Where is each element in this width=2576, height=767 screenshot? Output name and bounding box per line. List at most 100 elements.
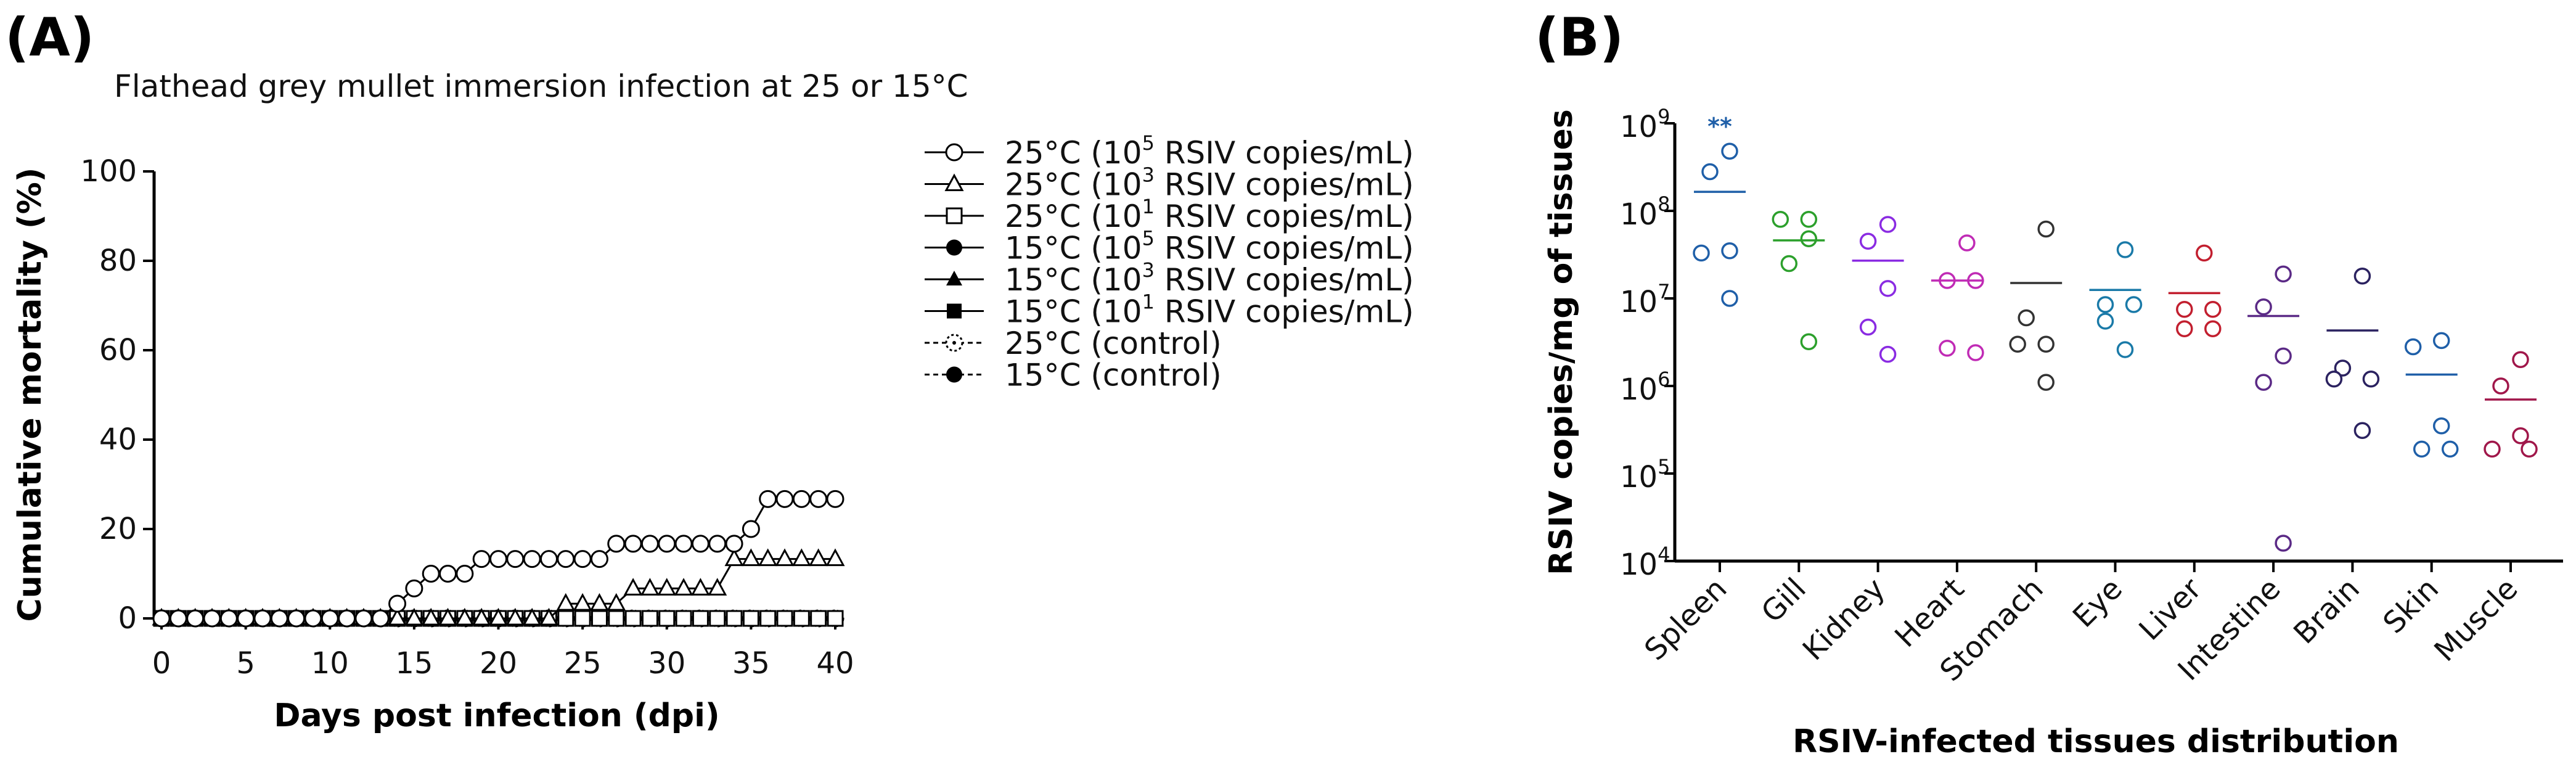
legend-label: 15°C (101 RSIV copies/mL) (1005, 290, 1414, 330)
data-point (203, 609, 221, 628)
y-tick-label: 60 (99, 333, 137, 367)
data-point (2196, 244, 2213, 262)
data-point (726, 610, 743, 627)
data-point (152, 609, 171, 628)
data-point (1800, 230, 1818, 248)
y-tick-label: 20 (99, 512, 137, 546)
data-point (810, 610, 827, 627)
x-tick-label: Brain (2287, 572, 2366, 651)
y-tick-label: 40 (99, 422, 137, 457)
data-point (1859, 232, 1877, 250)
x-tick-label: Eye (2066, 572, 2129, 634)
data-point (371, 609, 390, 628)
data-point (2037, 220, 2055, 238)
data-point (270, 609, 288, 628)
data-point (1780, 255, 1798, 273)
data-point (237, 609, 255, 628)
data-point (608, 610, 625, 627)
data-point (1693, 244, 1710, 262)
legend-marker (946, 239, 962, 256)
data-point (2037, 374, 2055, 391)
data-point (539, 550, 558, 568)
tissue-group-liver (2168, 244, 2222, 337)
x-tick-label: 5 (236, 646, 255, 681)
data-point (2125, 296, 2143, 313)
data-point (2096, 296, 2114, 313)
data-point (793, 610, 810, 627)
data-point (809, 490, 828, 508)
x-tick-label: 30 (648, 646, 685, 681)
data-point (2275, 347, 2292, 365)
data-point (169, 609, 187, 628)
data-point (557, 550, 575, 568)
data-point (641, 610, 658, 627)
legend-label: 25°C (control) (1005, 326, 1222, 361)
data-point (2413, 440, 2431, 458)
data-point (809, 549, 828, 567)
legend-marker (946, 366, 962, 383)
data-point (2353, 422, 2371, 439)
data-point (826, 490, 844, 508)
legend-item: 15°C (101 RSIV copies/mL) (925, 290, 1414, 330)
tissue-group-kidney (1852, 216, 1904, 363)
data-point (2255, 374, 2272, 391)
data-point (2362, 371, 2380, 388)
chart-a-x-title: Days post infection (dpi) (274, 697, 719, 734)
x-tick-label: Gill (1755, 572, 1813, 630)
data-point (2009, 335, 2026, 353)
data-point (405, 579, 423, 597)
data-point (2512, 427, 2529, 445)
chart-a-legend: 25°C (105 RSIV copies/mL)25°C (103 RSIV … (925, 131, 1414, 393)
data-point (691, 578, 709, 596)
x-tick-label: 35 (732, 646, 770, 681)
data-point (1879, 280, 1897, 297)
data-point (1958, 234, 1976, 252)
legend-marker (945, 334, 963, 352)
data-point (2432, 417, 2450, 435)
tissue-group-stomach (2009, 220, 2063, 391)
data-point (321, 609, 339, 628)
significance-annotation: ** (1707, 113, 1732, 140)
x-tick-label: Skin (2376, 572, 2445, 641)
data-point (607, 594, 626, 611)
legend-marker (945, 174, 963, 191)
data-point (2441, 440, 2459, 458)
data-point (1967, 344, 1984, 361)
y-tick-label: 107 (1620, 280, 1670, 319)
data-point (573, 550, 592, 568)
data-point (640, 535, 659, 553)
data-point (674, 535, 693, 553)
data-point (573, 594, 592, 611)
data-point (2404, 338, 2422, 356)
chart-a-y-title: Cumulative mortality (%) (12, 168, 49, 622)
data-point (775, 549, 794, 567)
data-point (624, 578, 642, 596)
legend-item: 25°C (105 RSIV copies/mL) (925, 131, 1414, 171)
data-point (2116, 341, 2134, 358)
y-tick-label: 109 (1620, 105, 1670, 144)
legend-label: 15°C (103 RSIV copies/mL) (1005, 258, 1414, 298)
data-point (2492, 377, 2509, 395)
data-point (439, 565, 457, 583)
data-point (827, 610, 844, 627)
data-point (759, 490, 777, 508)
chart-a-title: Flathead grey mullet immersion infection… (114, 68, 968, 104)
legend-item: 25°C (101 RSIV copies/mL) (925, 195, 1414, 234)
data-point (2432, 332, 2450, 350)
x-tick-label: Muscle (2427, 572, 2524, 668)
data-point (1721, 290, 1738, 307)
x-tick-label: Kidney (1796, 572, 1892, 667)
data-point (792, 549, 811, 567)
data-point (1721, 242, 1738, 260)
data-point (590, 550, 608, 568)
x-tick-label: 10 (311, 646, 349, 681)
data-point (590, 594, 608, 611)
data-point (1800, 333, 1818, 351)
tissue-group-spleen (1693, 142, 1746, 307)
data-point (2334, 359, 2352, 377)
data-point (2204, 300, 2222, 318)
data-point (658, 610, 676, 627)
data-point (708, 578, 727, 596)
y-tick-label: 108 (1620, 192, 1670, 232)
data-point (591, 610, 608, 627)
